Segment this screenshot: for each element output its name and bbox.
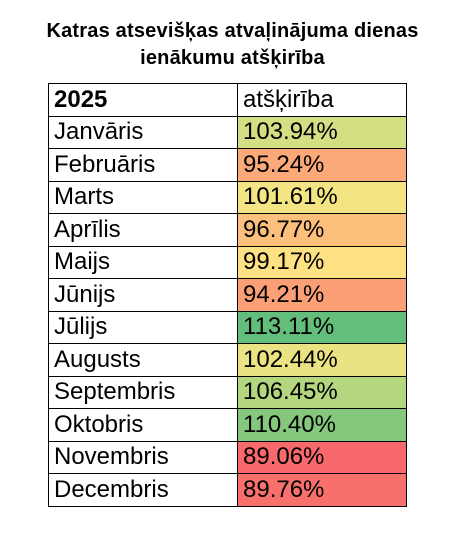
page-title: Katras atsevišķas atvaļinājuma dienas ie… <box>0 18 465 72</box>
table-row: Janvāris 103.94% <box>48 115 407 149</box>
month-cell[interactable]: Septembris <box>48 375 238 409</box>
difference-value-cell[interactable]: 103.94% <box>237 115 407 149</box>
difference-value-cell[interactable]: 113.11% <box>237 310 407 344</box>
table-row: Jūnijs 94.21% <box>48 278 407 312</box>
table-row: Jūlijs 113.11% <box>48 310 407 344</box>
table-row: Septembris 106.45% <box>48 375 407 409</box>
title-line-1: Katras atsevišķas atvaļinājuma dienas <box>46 20 419 42</box>
month-cell[interactable]: Jūnijs <box>48 278 238 312</box>
difference-value-cell[interactable]: 101.61% <box>237 180 407 214</box>
month-cell[interactable]: Februāris <box>48 148 238 182</box>
difference-value-cell[interactable]: 96.77% <box>237 213 407 247</box>
month-cell[interactable]: Oktobris <box>48 408 238 442</box>
difference-value-cell[interactable]: 89.06% <box>237 440 407 474</box>
difference-table: 2025 atšķirība Janvāris 103.94% Februāris 9… <box>48 83 407 507</box>
table-row: Maijs 99.17% <box>48 245 407 279</box>
difference-value-cell[interactable]: 99.17% <box>237 245 407 279</box>
table-row: Novembris 89.06% <box>48 440 407 474</box>
table-row: Oktobris 110.40% <box>48 408 407 442</box>
difference-value-cell[interactable]: 106.45% <box>237 375 407 409</box>
month-cell[interactable]: Augusts <box>48 343 238 377</box>
difference-value-cell[interactable]: 102.44% <box>237 343 407 377</box>
month-cell[interactable]: Maijs <box>48 245 238 279</box>
difference-value-cell[interactable]: 110.40% <box>237 408 407 442</box>
month-cell[interactable]: Novembris <box>48 440 238 474</box>
difference-value-cell[interactable]: 89.76% <box>237 473 407 507</box>
difference-header-cell[interactable]: atšķirība <box>237 83 407 117</box>
difference-value-cell[interactable]: 95.24% <box>237 148 407 182</box>
month-cell[interactable]: Janvāris <box>48 115 238 149</box>
table-row: Marts 101.61% <box>48 180 407 214</box>
header-row: 2025 atšķirība <box>48 83 407 117</box>
month-cell[interactable]: Marts <box>48 180 238 214</box>
table-row: Decembris 89.76% <box>48 473 407 507</box>
month-cell[interactable]: Jūlijs <box>48 310 238 344</box>
table-row: Augusts 102.44% <box>48 343 407 377</box>
month-cell[interactable]: Aprīlis <box>48 213 238 247</box>
difference-value-cell[interactable]: 94.21% <box>237 278 407 312</box>
month-cell[interactable]: Decembris <box>48 473 238 507</box>
table-row: Februāris 95.24% <box>48 148 407 182</box>
year-header-cell[interactable]: 2025 <box>48 83 238 117</box>
table-row: Aprīlis 96.77% <box>48 213 407 247</box>
title-line-2: ienākumu atšķirība <box>140 47 325 69</box>
